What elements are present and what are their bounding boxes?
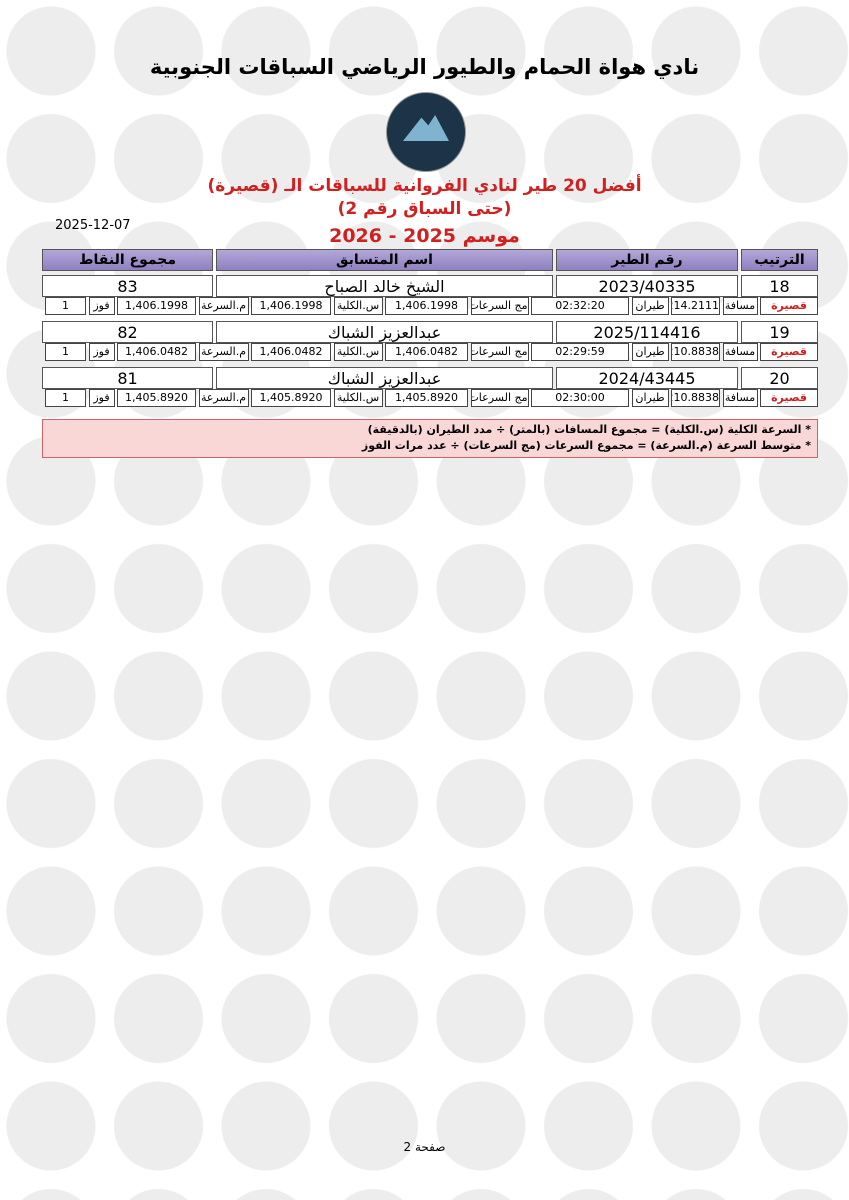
detail-cell: 1 [45, 297, 86, 315]
detail-cell: 1 [45, 389, 86, 407]
entry-ring: 2023/40335 [556, 275, 738, 297]
detail-cell: 1,406.0482 [251, 343, 331, 361]
entry-row: 20 2024/43445 عبدالعزيز الشباك 81 [42, 367, 818, 389]
detail-cell: مسافة [722, 389, 758, 407]
detail-cell: 1,406.1998 [385, 297, 468, 315]
column-header: الترتيب [741, 249, 818, 271]
date: 2025-12-07 [55, 218, 131, 233]
detail-cell: م.السرعة [198, 297, 249, 315]
detail-cell: م.السرعة [198, 343, 249, 361]
detail-cell: س.الكلية [333, 297, 383, 315]
detail-cell: 1 [45, 343, 86, 361]
detail-row: قصيرة مسافة 214.2111 طيران 02:32:20 مج السرعا… [42, 297, 818, 315]
detail-cell: س.الكلية [333, 343, 383, 361]
entry-ring: 2024/43445 [556, 367, 738, 389]
detail-cell: م.السرعة [198, 389, 249, 407]
detail-cell: 1,406.0482 [117, 343, 196, 361]
detail-cell: 210.8838 [671, 389, 720, 407]
detail-cell: مسافة [722, 343, 758, 361]
detail-cell: 02:30:00 [531, 389, 629, 407]
logo [386, 92, 466, 172]
detail-cell: مسافة [722, 297, 758, 315]
detail-cell: س.الكلية [333, 389, 383, 407]
detail-cell: فوز [88, 389, 115, 407]
detail-row: قصيرة مسافة 210.8838 طيران 02:30:00 مج السرعا… [42, 389, 818, 407]
detail-cell: 02:32:20 [531, 297, 629, 315]
table-header: الترتيب رقم الطير اسم المتسابق مجموع الن… [42, 249, 818, 271]
column-header: اسم المتسابق [216, 249, 553, 271]
note: * السرعة الكلية (س.الكلية) = مجموع المسا… [367, 423, 811, 436]
page-number: صفحة 2 [403, 1140, 446, 1154]
detail-cell: قصيرة [760, 343, 818, 361]
detail-cell: طيران [631, 297, 669, 315]
detail-cell: مج السرعات [470, 389, 529, 407]
entry-ring: 2025/114416 [556, 321, 738, 343]
entry-rank: 19 [741, 321, 818, 343]
detail-cell: 1,405.8920 [385, 389, 468, 407]
heading: أفضل 20 طير لنادي الفروانية للسباقات الـ… [207, 176, 642, 196]
detail-cell: 1,406.1998 [251, 297, 331, 315]
entry-points: 83 [42, 275, 213, 297]
subheading: (حتى السباق رقم 2) [337, 199, 512, 219]
detail-cell: طيران [631, 389, 669, 407]
notes: * السرعة الكلية (س.الكلية) = مجموع المسا… [42, 419, 818, 458]
entry-rank: 18 [741, 275, 818, 297]
entry-row: 19 2025/114416 عبدالعزيز الشباك 82 [42, 321, 818, 343]
detail-cell: مج السرعات [470, 297, 529, 315]
column-header: مجموع النقاط [42, 249, 213, 271]
club-title: نادي هواة الحمام والطيور الرياضي السباقا… [149, 55, 700, 79]
detail-cell: فوز [88, 343, 115, 361]
entry-name: الشيخ خالد الصباح [216, 275, 553, 297]
detail-cell: 210.8838 [671, 343, 720, 361]
detail-cell: 02:29:59 [531, 343, 629, 361]
detail-row: قصيرة مسافة 210.8838 طيران 02:29:59 مج السرعا… [42, 343, 818, 361]
detail-cell: 1,405.8920 [117, 389, 196, 407]
detail-cell: 214.2111 [671, 297, 720, 315]
entry-name: عبدالعزيز الشباك [216, 321, 553, 343]
detail-cell: 1,406.0482 [385, 343, 468, 361]
detail-cell: قصيرة [760, 389, 818, 407]
detail-cell: طيران [631, 343, 669, 361]
detail-cell: 1,405.8920 [251, 389, 331, 407]
entry-points: 82 [42, 321, 213, 343]
detail-cell: مج السرعات [470, 343, 529, 361]
entry-row: 18 2023/40335 الشيخ خالد الصباح 83 [42, 275, 818, 297]
detail-cell: قصيرة [760, 297, 818, 315]
entry-name: عبدالعزيز الشباك [216, 367, 553, 389]
season: موسم 2025 - 2026 [329, 225, 520, 247]
column-header: رقم الطير [556, 249, 738, 271]
detail-cell: 1,406.1998 [117, 297, 196, 315]
entry-points: 81 [42, 367, 213, 389]
entry-rank: 20 [741, 367, 818, 389]
note: * متوسط السرعة (م.السرعة) = مجموع السرعا… [361, 439, 811, 452]
detail-cell: فوز [88, 297, 115, 315]
